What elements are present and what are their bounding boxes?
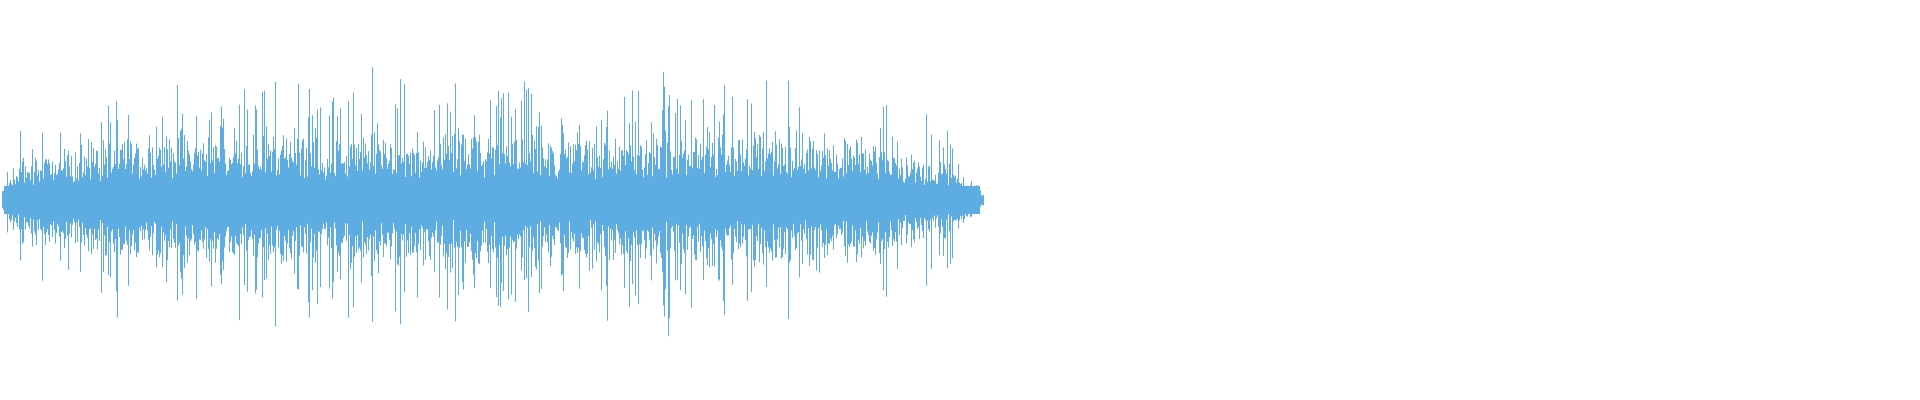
waveform-core — [4, 186, 980, 214]
